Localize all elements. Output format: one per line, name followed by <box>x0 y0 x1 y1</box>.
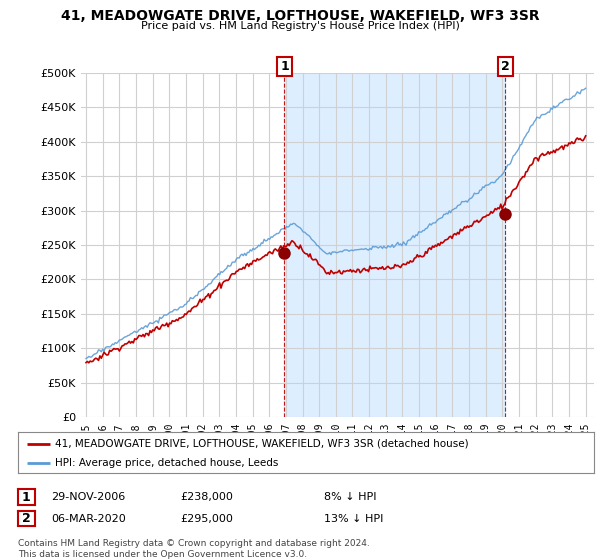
Text: 1: 1 <box>22 491 31 504</box>
Text: 41, MEADOWGATE DRIVE, LOFTHOUSE, WAKEFIELD, WF3 3SR (detached house): 41, MEADOWGATE DRIVE, LOFTHOUSE, WAKEFIE… <box>55 439 469 449</box>
Text: 41, MEADOWGATE DRIVE, LOFTHOUSE, WAKEFIELD, WF3 3SR: 41, MEADOWGATE DRIVE, LOFTHOUSE, WAKEFIE… <box>61 9 539 23</box>
Text: £295,000: £295,000 <box>180 514 233 524</box>
Text: 29-NOV-2006: 29-NOV-2006 <box>51 492 125 502</box>
Text: 06-MAR-2020: 06-MAR-2020 <box>51 514 126 524</box>
Text: Contains HM Land Registry data © Crown copyright and database right 2024.
This d: Contains HM Land Registry data © Crown c… <box>18 539 370 559</box>
Text: 2: 2 <box>501 60 509 73</box>
Text: 13% ↓ HPI: 13% ↓ HPI <box>324 514 383 524</box>
Text: HPI: Average price, detached house, Leeds: HPI: Average price, detached house, Leed… <box>55 458 279 468</box>
Text: 2: 2 <box>22 512 31 525</box>
Text: 1: 1 <box>280 60 289 73</box>
Text: £238,000: £238,000 <box>180 492 233 502</box>
Bar <box>284 73 505 417</box>
Text: Price paid vs. HM Land Registry's House Price Index (HPI): Price paid vs. HM Land Registry's House … <box>140 21 460 31</box>
Text: 8% ↓ HPI: 8% ↓ HPI <box>324 492 377 502</box>
